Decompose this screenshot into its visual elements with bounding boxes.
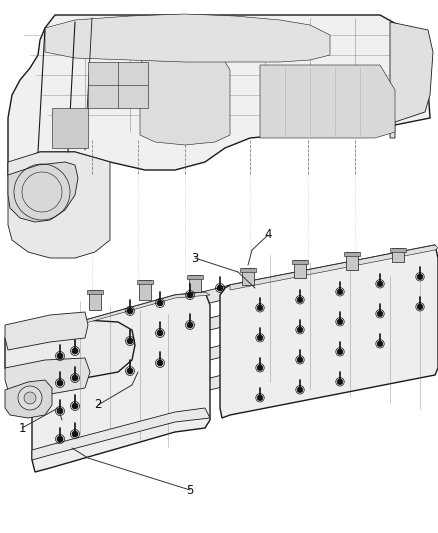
Polygon shape (344, 252, 360, 256)
Polygon shape (292, 260, 308, 264)
Circle shape (72, 403, 78, 409)
Circle shape (297, 327, 303, 333)
Circle shape (337, 289, 343, 295)
Circle shape (297, 357, 303, 362)
Polygon shape (294, 260, 306, 278)
Circle shape (187, 292, 193, 298)
Circle shape (257, 335, 263, 341)
Circle shape (57, 380, 63, 386)
Circle shape (72, 348, 78, 354)
Polygon shape (242, 268, 254, 285)
Text: 5: 5 (186, 483, 194, 497)
Circle shape (24, 392, 36, 404)
Text: 2: 2 (94, 399, 102, 411)
Circle shape (257, 305, 263, 311)
Polygon shape (8, 152, 110, 258)
Circle shape (377, 311, 383, 317)
Circle shape (217, 285, 223, 291)
Polygon shape (88, 62, 148, 108)
Polygon shape (5, 380, 52, 418)
Circle shape (257, 395, 263, 401)
Polygon shape (189, 275, 201, 292)
Polygon shape (390, 248, 406, 252)
Circle shape (417, 274, 423, 280)
Polygon shape (32, 408, 210, 460)
Polygon shape (240, 268, 256, 272)
Polygon shape (52, 108, 88, 148)
Circle shape (337, 379, 343, 385)
Polygon shape (89, 290, 101, 310)
Polygon shape (220, 245, 438, 418)
Circle shape (127, 338, 133, 344)
Circle shape (57, 353, 63, 359)
Circle shape (187, 322, 193, 328)
Polygon shape (50, 285, 230, 343)
Polygon shape (45, 14, 330, 62)
Circle shape (297, 297, 303, 303)
Polygon shape (87, 290, 103, 294)
Polygon shape (230, 245, 438, 290)
Polygon shape (50, 292, 210, 333)
Polygon shape (50, 343, 230, 400)
Polygon shape (392, 248, 404, 262)
Polygon shape (140, 22, 230, 145)
Polygon shape (50, 373, 230, 430)
Polygon shape (50, 313, 230, 370)
Polygon shape (137, 280, 153, 284)
Polygon shape (8, 15, 430, 175)
Circle shape (127, 368, 133, 374)
Circle shape (337, 349, 343, 354)
Circle shape (127, 308, 133, 314)
Polygon shape (346, 252, 358, 270)
Polygon shape (5, 358, 90, 395)
Circle shape (377, 281, 383, 287)
Circle shape (57, 436, 63, 442)
Polygon shape (5, 312, 88, 350)
Text: 4: 4 (264, 229, 272, 241)
Circle shape (18, 386, 42, 410)
Polygon shape (187, 275, 203, 279)
Circle shape (257, 365, 263, 370)
Circle shape (72, 375, 78, 381)
Polygon shape (32, 292, 210, 472)
Circle shape (297, 387, 303, 393)
Polygon shape (260, 65, 395, 138)
Circle shape (337, 319, 343, 325)
Circle shape (57, 408, 63, 414)
Polygon shape (390, 22, 433, 138)
Circle shape (157, 360, 163, 366)
Polygon shape (8, 162, 78, 222)
Polygon shape (139, 280, 151, 300)
Circle shape (377, 341, 383, 346)
Text: 3: 3 (191, 252, 199, 264)
Polygon shape (5, 320, 135, 380)
Circle shape (157, 330, 163, 336)
Circle shape (157, 300, 163, 306)
Circle shape (72, 431, 78, 437)
Text: 1: 1 (18, 422, 26, 434)
Circle shape (417, 304, 423, 310)
